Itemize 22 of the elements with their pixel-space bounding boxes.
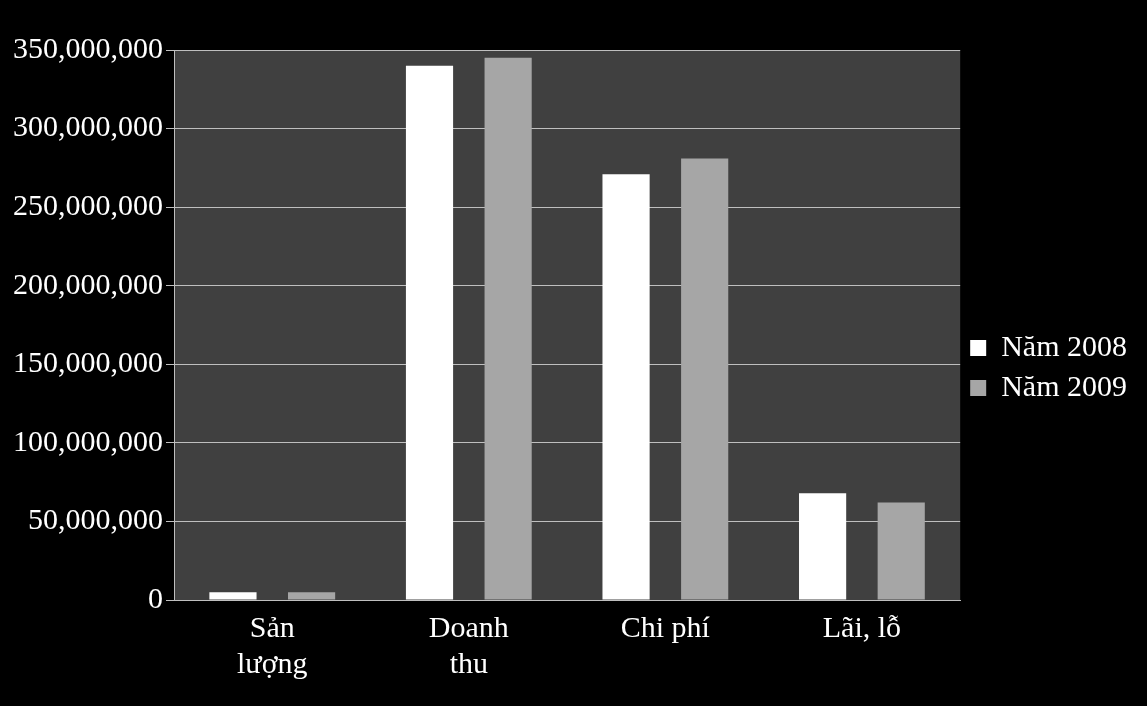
- y-tick-label: 100,000,000: [13, 423, 163, 457]
- bar: [877, 502, 925, 600]
- bar: [602, 174, 650, 600]
- y-tick-label: 350,000,000: [13, 30, 163, 64]
- x-tick-label: Lãi, lỗ: [822, 609, 902, 643]
- bar: [681, 158, 729, 600]
- y-tick-label: 300,000,000: [13, 109, 163, 143]
- bar: [288, 592, 336, 600]
- legend-label: Năm 2009: [1001, 368, 1128, 402]
- x-tick-label: Chi phí: [620, 609, 711, 643]
- y-tick-label: 250,000,000: [13, 188, 163, 222]
- legend-label: Năm 2008: [1001, 328, 1128, 362]
- x-tick-label: Sản lượng: [237, 609, 308, 679]
- bar: [405, 65, 454, 600]
- y-tick-label: 200,000,000: [13, 266, 163, 300]
- y-tick-label: 150,000,000: [13, 345, 163, 379]
- y-tick-label: 0: [148, 580, 163, 614]
- x-tick-label: Doanh thu: [428, 609, 509, 679]
- y-tick-label: 50,000,000: [28, 502, 163, 536]
- bar: [484, 57, 532, 600]
- bar: [799, 493, 847, 600]
- bar: [209, 592, 257, 600]
